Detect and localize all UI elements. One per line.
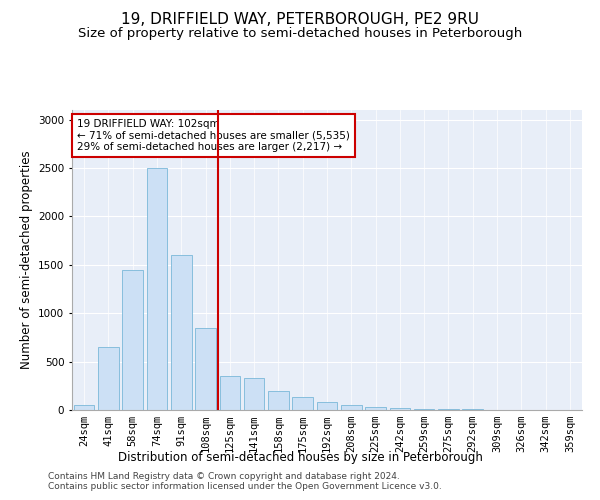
Bar — [414, 408, 434, 410]
Text: Size of property relative to semi-detached houses in Peterborough: Size of property relative to semi-detach… — [78, 28, 522, 40]
Bar — [244, 378, 265, 410]
Text: Contains public sector information licensed under the Open Government Licence v3: Contains public sector information licen… — [48, 482, 442, 491]
Bar — [317, 402, 337, 410]
Bar — [122, 270, 143, 410]
Bar — [292, 398, 313, 410]
Text: 19 DRIFFIELD WAY: 102sqm
← 71% of semi-detached houses are smaller (5,535)
29% o: 19 DRIFFIELD WAY: 102sqm ← 71% of semi-d… — [77, 119, 350, 152]
Bar — [268, 390, 289, 410]
Bar — [438, 409, 459, 410]
Bar — [74, 405, 94, 410]
Bar — [463, 409, 483, 410]
Bar — [341, 405, 362, 410]
Bar — [220, 376, 240, 410]
Y-axis label: Number of semi-detached properties: Number of semi-detached properties — [20, 150, 32, 370]
Bar — [365, 407, 386, 410]
Bar — [389, 408, 410, 410]
Bar — [171, 255, 191, 410]
Text: Distribution of semi-detached houses by size in Peterborough: Distribution of semi-detached houses by … — [118, 451, 482, 464]
Bar — [98, 347, 119, 410]
Bar — [195, 328, 216, 410]
Text: Contains HM Land Registry data © Crown copyright and database right 2024.: Contains HM Land Registry data © Crown c… — [48, 472, 400, 481]
Text: 19, DRIFFIELD WAY, PETERBOROUGH, PE2 9RU: 19, DRIFFIELD WAY, PETERBOROUGH, PE2 9RU — [121, 12, 479, 28]
Bar — [146, 168, 167, 410]
